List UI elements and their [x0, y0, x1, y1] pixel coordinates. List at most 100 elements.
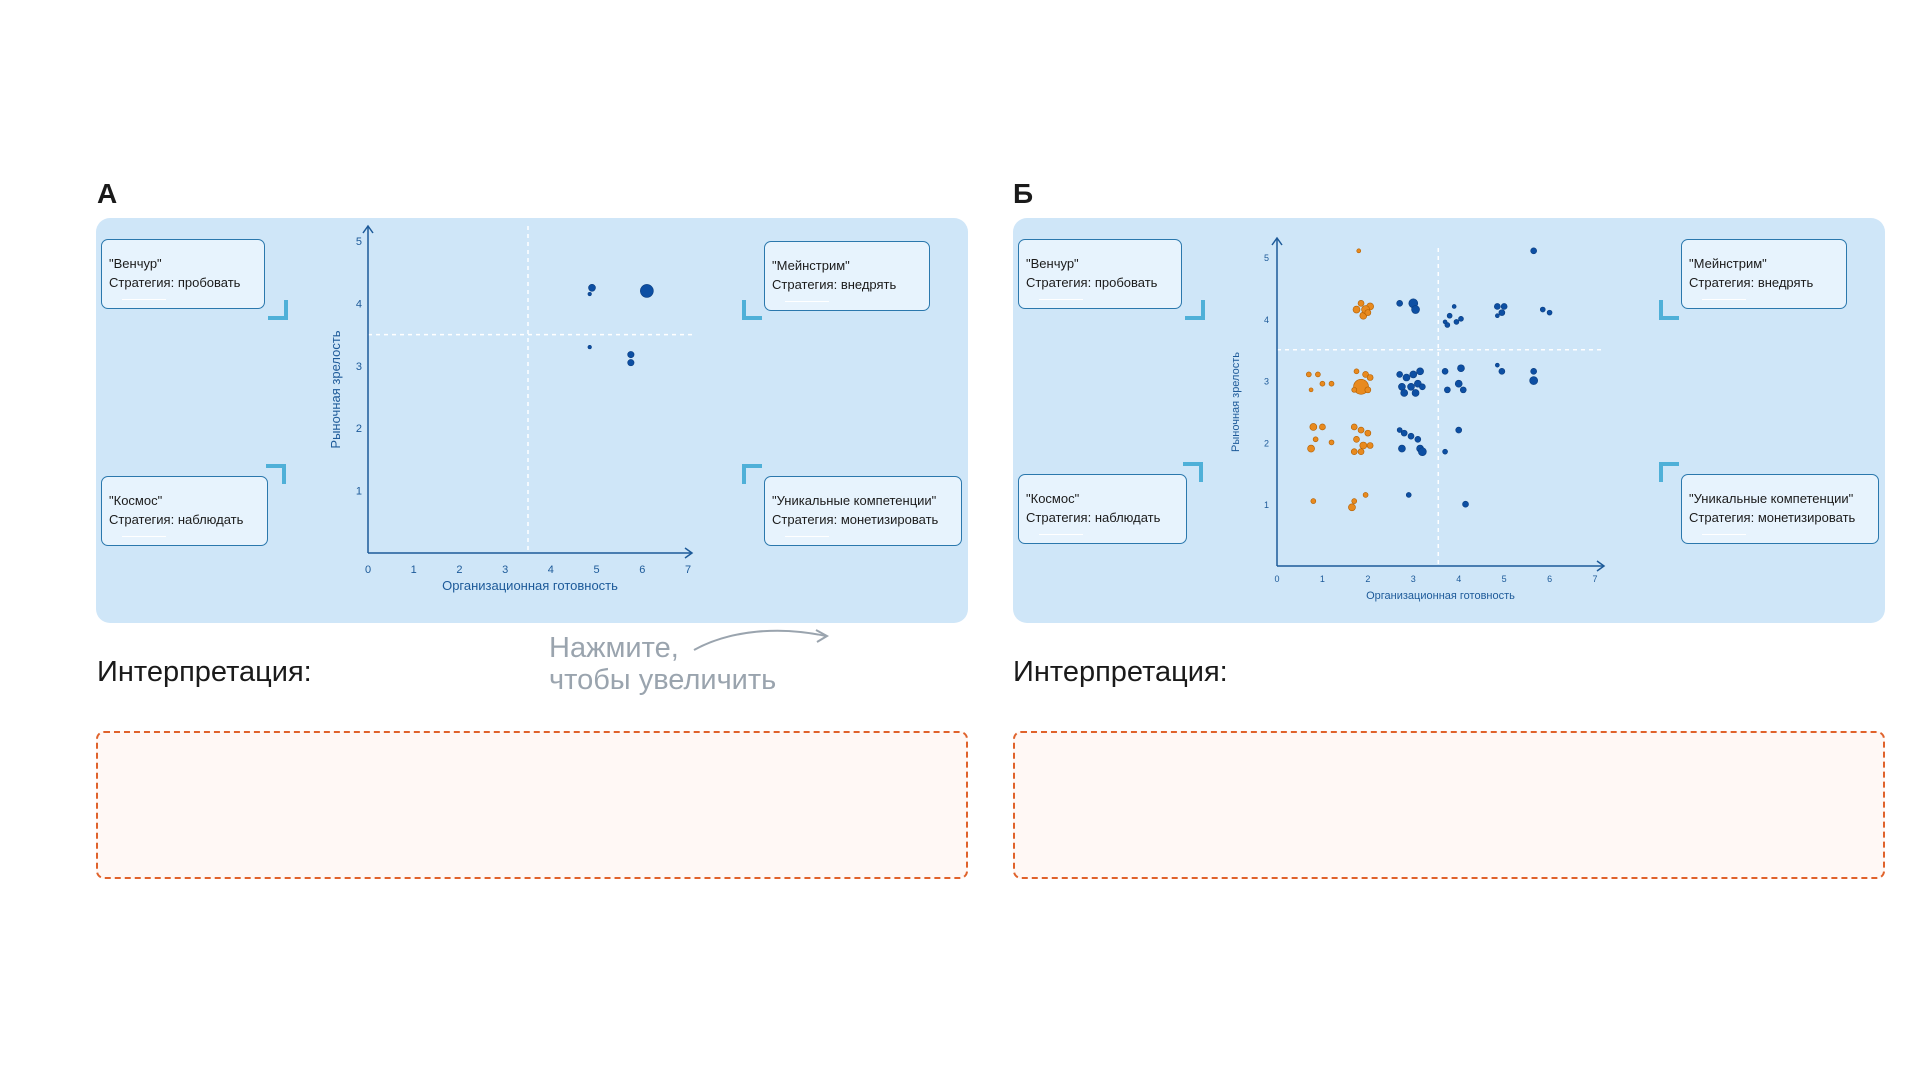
data-point-orange [1348, 503, 1356, 512]
data-point-blue [1407, 382, 1415, 391]
quadrant-space-strategy: Стратегия: наблюдать [1026, 510, 1161, 525]
data-point-orange [1359, 441, 1368, 450]
x-tick-label: 6 [639, 564, 645, 576]
data-point-blue [587, 344, 592, 350]
quadrant-unique-box: "Уникальные компетенции" Стратегия: моне… [1681, 474, 1879, 544]
data-point-orange [1357, 448, 1365, 455]
corner-bracket-icon [742, 464, 762, 484]
chart-card-a[interactable]: 0 1 2 3 4 5 6 7 1 2 3 4 5 Организационная готовность Р… [96, 218, 968, 623]
x-axis-title: Организационная готовность [1366, 590, 1515, 602]
data-point-orange [1308, 387, 1314, 393]
data-point-blue [588, 284, 596, 292]
x-tick-label: 7 [685, 564, 691, 576]
quadrant-mainstream-name: "Мейнстрим" [1689, 256, 1767, 271]
x-tick-label: 3 [1411, 574, 1416, 584]
data-point-blue [1407, 432, 1415, 440]
data-point-blue [1414, 436, 1422, 443]
quadrant-venture-strategy: Стратегия: пробовать [1026, 275, 1158, 290]
y-tick-label: 4 [356, 298, 362, 310]
data-point-blue [1498, 309, 1506, 316]
data-point-orange [1328, 439, 1335, 446]
data-point-blue [627, 351, 635, 359]
quadrant-mainstream-strategy: Стратегия: внедрять [772, 277, 897, 292]
y-tick-label: 3 [356, 361, 362, 373]
y-tick-label: 1 [1264, 500, 1269, 510]
data-point-blue [1498, 368, 1506, 375]
divider [1702, 299, 1746, 300]
data-point-orange [1319, 423, 1326, 431]
corner-bracket-icon [1183, 462, 1203, 482]
quadrant-venture-name: "Венчур" [1026, 256, 1079, 271]
x-tick-label: 5 [1502, 574, 1507, 584]
data-point-orange [1353, 368, 1360, 375]
chart-card-b[interactable]: 0 1 2 3 4 5 6 7 1 2 3 4 5 Организационная готовность Р… [1013, 218, 1885, 623]
y-tick-label: 5 [356, 236, 362, 248]
data-point-blue [1419, 383, 1426, 391]
data-point-blue [1396, 300, 1403, 307]
interpretation-input-a[interactable] [96, 731, 968, 879]
data-point-blue [1494, 303, 1501, 310]
x-tick-label: 1 [411, 564, 417, 576]
quadrant-unique-box: "Уникальные компетенции" Стратегия: моне… [764, 476, 962, 546]
data-point-orange [1307, 444, 1315, 453]
chart-b: 0 1 2 3 4 5 6 7 1 2 3 4 5 Организационная готовность Р… [1183, 236, 1679, 602]
quadrant-venture-box: "Венчур" Стратегия: пробовать [101, 239, 265, 309]
y-tick-label: 2 [1264, 438, 1269, 448]
data-point-blue [1495, 362, 1500, 368]
x-tick-label: 6 [1547, 574, 1552, 584]
quadrant-unique-strategy: Стратегия: монетизировать [772, 512, 939, 527]
data-point-blue [1444, 386, 1451, 394]
divider [122, 536, 166, 537]
data-point-blue [1416, 367, 1424, 376]
x-tick-label: 2 [456, 564, 462, 576]
y-tick-label: 2 [356, 423, 362, 435]
data-point-blue [1459, 386, 1467, 394]
y-tick-label: 4 [1264, 315, 1269, 325]
data-point-orange [1350, 448, 1358, 455]
divider [785, 301, 829, 302]
data-point-blue [1530, 368, 1537, 375]
data-point-blue [640, 284, 654, 298]
quadrant-unique-name: "Уникальные компетенции" [1689, 491, 1854, 506]
zoom-hint: Нажмите, чтобы увеличить [549, 632, 776, 696]
data-point-orange [1351, 498, 1358, 504]
data-point-blue [1458, 316, 1464, 322]
data-point-blue [1500, 303, 1508, 310]
divider [785, 536, 829, 537]
data-point-orange [1310, 498, 1317, 504]
hint-arrow-icon [693, 629, 830, 651]
data-point-orange [1309, 423, 1318, 431]
interpretation-input-b[interactable] [1013, 731, 1885, 879]
zoom-hint-line1: Нажмите, [549, 632, 679, 664]
data-point-orange [1328, 380, 1335, 387]
quadrant-space-box: "Космос" Стратегия: наблюдать [101, 476, 268, 546]
data-point-blue [1396, 371, 1403, 378]
data-point-orange [1312, 436, 1319, 443]
data-point-blue [1409, 370, 1418, 379]
quadrant-mainstream-box: "Мейнстрим" Стратегия: внедрять [1681, 239, 1847, 309]
y-tick-label: 1 [356, 486, 362, 498]
data-point-orange [1364, 429, 1372, 437]
data-point-orange [1366, 374, 1374, 381]
data-point-orange [1357, 300, 1365, 307]
x-tick-label: 0 [365, 564, 371, 576]
x-axis-arrow-icon [1596, 560, 1606, 572]
data-point-orange [1362, 371, 1369, 378]
quadrant-venture-box: "Венчур" Стратегия: пробовать [1018, 239, 1182, 309]
data-point-blue [1411, 389, 1420, 397]
y-axis-arrow-icon [362, 224, 374, 234]
quadrant-space-name: "Космос" [1026, 491, 1080, 506]
x-axis-title: Организационная готовность [442, 578, 618, 593]
interpretation-label-a: Интерпретация: [97, 656, 312, 688]
data-point-blue [1442, 319, 1448, 325]
data-point-orange [1319, 380, 1326, 387]
panel-letter-a: А [97, 178, 118, 209]
x-tick-label: 5 [594, 564, 600, 576]
data-point-blue [1411, 305, 1420, 314]
x-tick-label: 3 [502, 564, 508, 576]
corner-bracket-icon [1659, 300, 1679, 320]
x-tick-label: 4 [548, 564, 554, 576]
quadrant-venture-strategy: Стратегия: пробовать [109, 275, 241, 290]
data-point-blue [1495, 313, 1500, 319]
quadrant-mainstream-strategy: Стратегия: внедрять [1689, 275, 1814, 290]
